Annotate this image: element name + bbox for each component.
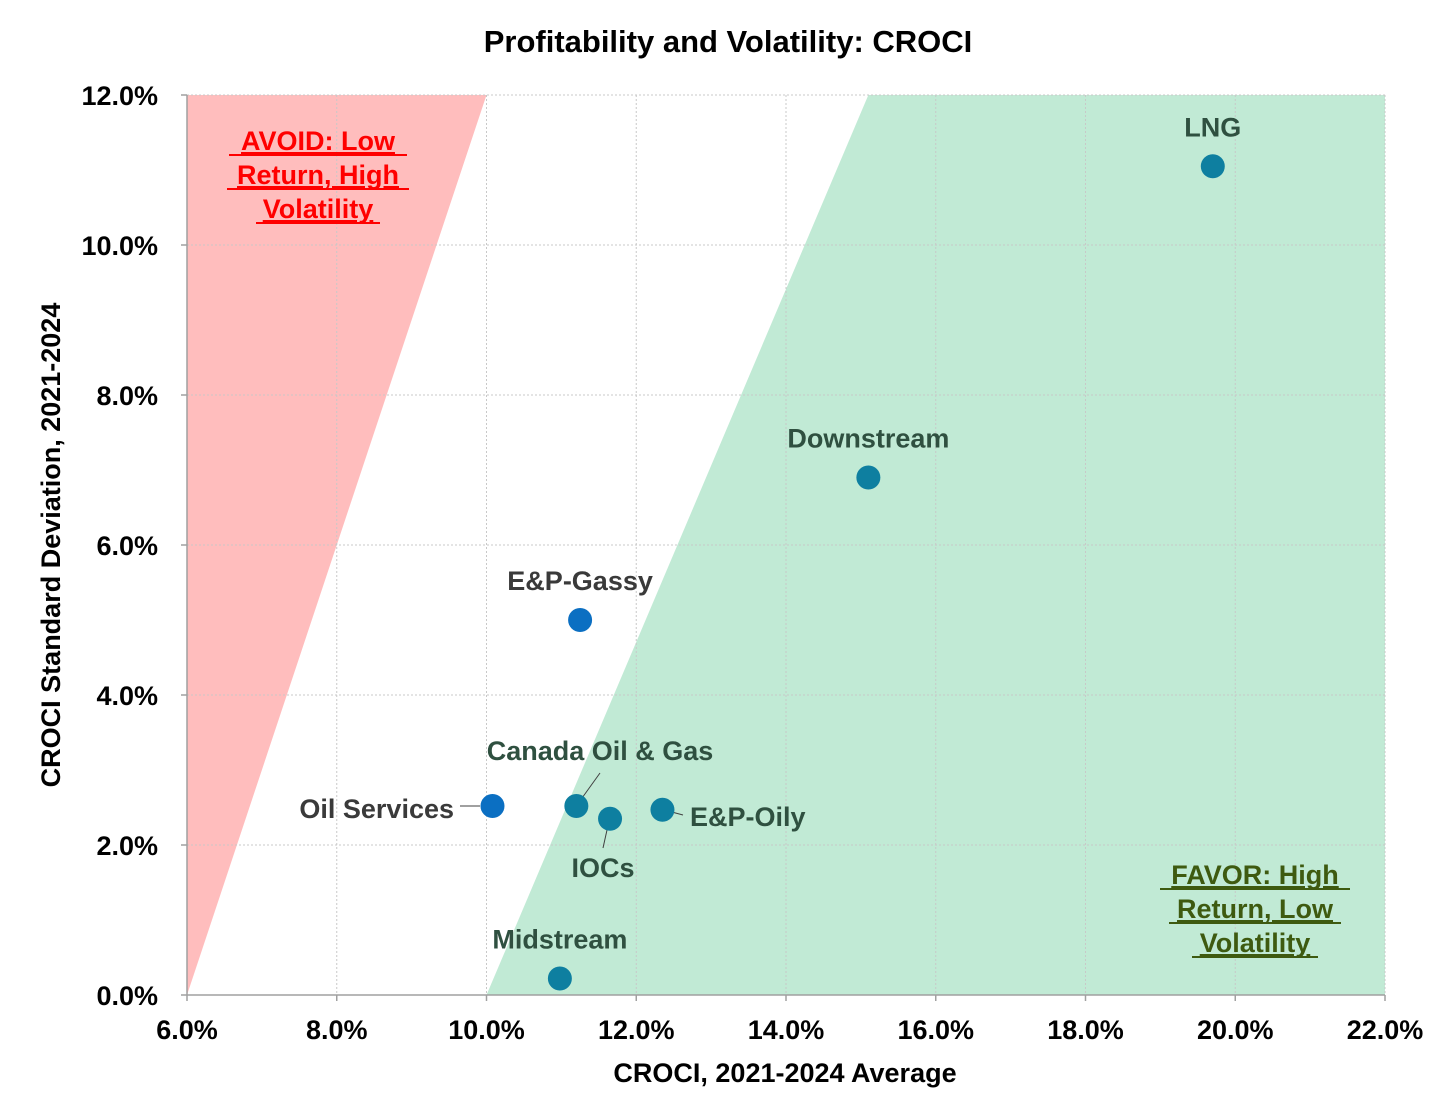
data-points <box>480 154 1225 991</box>
x-tick-label: 10.0% <box>448 1015 525 1045</box>
x-tick-label: 16.0% <box>897 1015 974 1045</box>
y-tick-label: 2.0% <box>96 831 158 861</box>
point-oil-services <box>480 794 505 818</box>
point-label-lng: LNG <box>1184 112 1241 142</box>
x-tick-label: 12.0% <box>598 1015 675 1045</box>
region-label-favor: Return, Low <box>1177 894 1334 924</box>
y-tick-label: 8.0% <box>96 381 158 411</box>
x-tick-label: 18.0% <box>1047 1015 1124 1045</box>
point-label-downstream: Downstream <box>787 424 949 454</box>
x-tick-label: 6.0% <box>156 1015 218 1045</box>
y-tick-label: 12.0% <box>81 81 158 111</box>
x-tick-label: 20.0% <box>1197 1015 1274 1045</box>
point-label-oil-services: Oil Services <box>299 794 454 824</box>
point-label-canada-oil-and-gas: Canada Oil & Gas <box>487 736 714 766</box>
gridlines <box>187 94 1386 995</box>
point-iocs <box>598 806 623 831</box>
point-lng <box>1200 154 1225 179</box>
x-axis-label: CROCI, 2021-2024 Average <box>613 1058 956 1088</box>
x-tick-label: 22.0% <box>1347 1015 1424 1045</box>
point-canada-oil-and-gas <box>564 794 589 818</box>
region-label-avoid: Return, High <box>237 160 399 190</box>
y-tick-label: 10.0% <box>81 231 158 261</box>
region-label-favor: Volatility <box>1200 928 1311 958</box>
region-label-avoid: Volatility <box>263 194 374 224</box>
point-label-eandp-oily: E&P-Oily <box>690 802 806 832</box>
y-tick-label: 4.0% <box>96 681 158 711</box>
point-eandp-gassy <box>568 608 593 632</box>
chart-title: Profitability and Volatility: CROCI <box>484 24 973 59</box>
region-labels: AVOID: Low Return, High Volatility FAVOR: H… <box>227 126 1350 958</box>
point-midstream <box>547 966 572 991</box>
leader-line-iocs <box>602 829 608 849</box>
axes: 6.0% 8.0% 10.0% 12.0% 14.0% 16.0% 18.0% 20.0% 22… <box>81 81 1423 1045</box>
region-label-favor: FAVOR: High <box>1171 860 1338 890</box>
point-eandp-oily <box>650 797 675 822</box>
x-tick-label: 14.0% <box>748 1015 825 1045</box>
point-labels: LNG Downstream E&P-Gassy Canada Oil & Gas Oi… <box>299 112 1241 954</box>
y-axis-label: CROCI Standard Deviation, 2021-2024 <box>36 303 66 788</box>
point-label-eandp-gassy: E&P-Gassy <box>507 566 653 596</box>
point-downstream <box>856 465 881 490</box>
point-label-iocs: IOCs <box>571 853 634 883</box>
region-label-avoid: AVOID: Low <box>241 126 396 156</box>
y-tick-label: 0.0% <box>96 981 158 1011</box>
x-tick-label: 8.0% <box>306 1015 368 1045</box>
y-tick-label: 6.0% <box>96 531 158 561</box>
point-label-midstream: Midstream <box>492 925 627 955</box>
